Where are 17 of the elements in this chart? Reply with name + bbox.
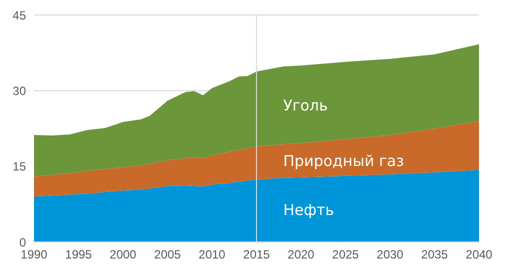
- x-tick-label: 2015: [243, 248, 270, 262]
- series-label: Природный газ: [283, 152, 404, 170]
- x-tick-label: 2000: [110, 248, 137, 262]
- y-tick-label: 0: [19, 235, 26, 250]
- y-tick-label: 45: [12, 8, 26, 22]
- x-tick-label: 1990: [20, 248, 48, 262]
- y-tick-label: 30: [12, 84, 26, 98]
- series-label: Уголь: [283, 96, 328, 114]
- x-tick-label: 2040: [466, 248, 493, 262]
- x-tick-label: 2020: [288, 248, 315, 262]
- x-tick-label: 2035: [421, 248, 448, 262]
- x-tick-label: 1995: [65, 248, 92, 262]
- x-tick-label: 2005: [154, 248, 182, 262]
- x-tick-label: 2010: [198, 248, 226, 262]
- x-tick-label: 2025: [332, 248, 360, 262]
- y-tick-label: 15: [12, 160, 26, 174]
- x-tick-label: 2030: [376, 248, 404, 262]
